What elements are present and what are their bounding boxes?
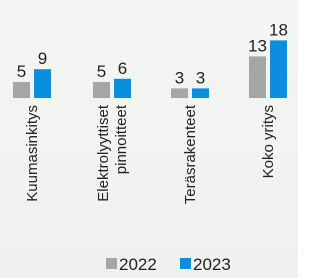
bar [192,88,209,98]
data-label: 5 [97,62,106,81]
data-label: 3 [175,68,184,87]
bar [171,88,188,98]
bar [249,56,266,98]
data-label: 18 [269,20,288,39]
bar [270,40,287,98]
category-label: Elektrolyyttisetpinnoitteet [95,104,130,202]
data-label: 3 [196,68,205,87]
legend-swatch [106,258,117,269]
data-label: 13 [248,36,267,55]
data-label: 9 [38,49,47,68]
data-label: 5 [17,62,26,81]
category-label: Kuumasinkitys [24,105,41,202]
category-label: Koko yritys [260,105,277,178]
category-label: Teräsrakenteet [182,104,199,204]
bar [34,69,51,98]
bar [114,79,131,98]
legend-label: 2022 [119,255,157,274]
bar [93,82,110,98]
data-label: 6 [118,59,127,78]
bar [13,82,30,98]
legend-swatch [180,258,191,269]
legend-label: 2023 [193,255,231,274]
